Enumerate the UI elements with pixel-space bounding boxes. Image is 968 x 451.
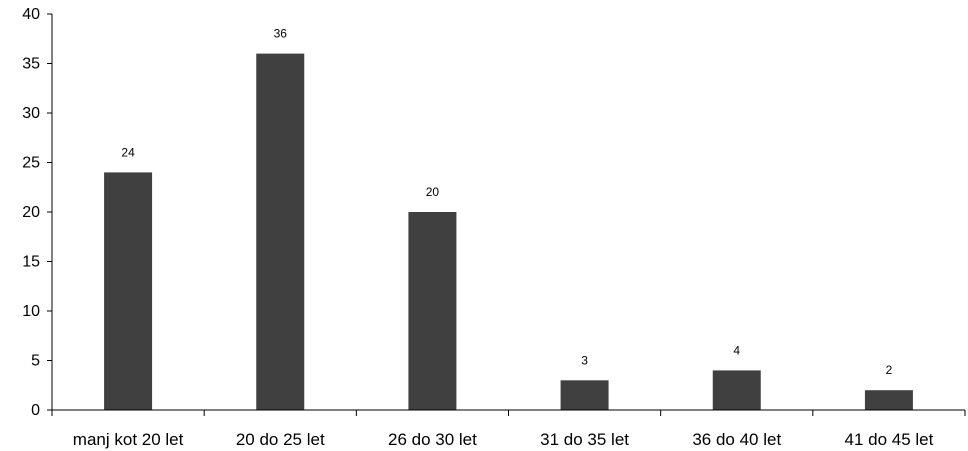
bar — [712, 370, 761, 410]
bar — [256, 53, 305, 410]
data-label: 36 — [274, 27, 288, 41]
data-label: 20 — [426, 185, 440, 199]
bars-group — [104, 53, 913, 410]
data-labels-group: 24 36 20 3 4 2 — [121, 27, 892, 378]
y-tick-label: 10 — [22, 303, 40, 320]
x-category-label: 31 do 35 let — [540, 430, 629, 449]
data-label: 4 — [733, 343, 740, 357]
y-tick-label: 35 — [22, 56, 40, 73]
y-axis-ticks: 0 5 10 15 20 25 30 35 40 — [22, 6, 52, 419]
x-axis-ticks: manj kot 20 let 20 do 25 let 26 do 30 let 3… — [51, 410, 966, 449]
y-tick-label: 30 — [22, 105, 40, 122]
y-tick-label: 5 — [31, 353, 40, 370]
bar — [560, 380, 609, 410]
data-label: 3 — [581, 353, 588, 367]
y-tick-label: 0 — [31, 402, 40, 419]
x-category-label: 36 do 40 let — [692, 430, 781, 449]
x-category-label: manj kot 20 let — [73, 430, 184, 449]
bar — [104, 172, 153, 410]
x-category-label: 20 do 25 let — [236, 430, 325, 449]
data-label: 2 — [886, 363, 893, 377]
data-label: 24 — [121, 145, 135, 159]
x-category-label: 26 do 30 let — [388, 430, 477, 449]
y-tick-label: 40 — [22, 6, 40, 23]
bar — [864, 390, 913, 410]
bar — [408, 212, 457, 410]
x-category-label: 41 do 45 let — [844, 430, 933, 449]
y-tick-label: 15 — [22, 254, 40, 271]
y-tick-label: 20 — [22, 204, 40, 221]
y-tick-label: 25 — [22, 155, 40, 172]
